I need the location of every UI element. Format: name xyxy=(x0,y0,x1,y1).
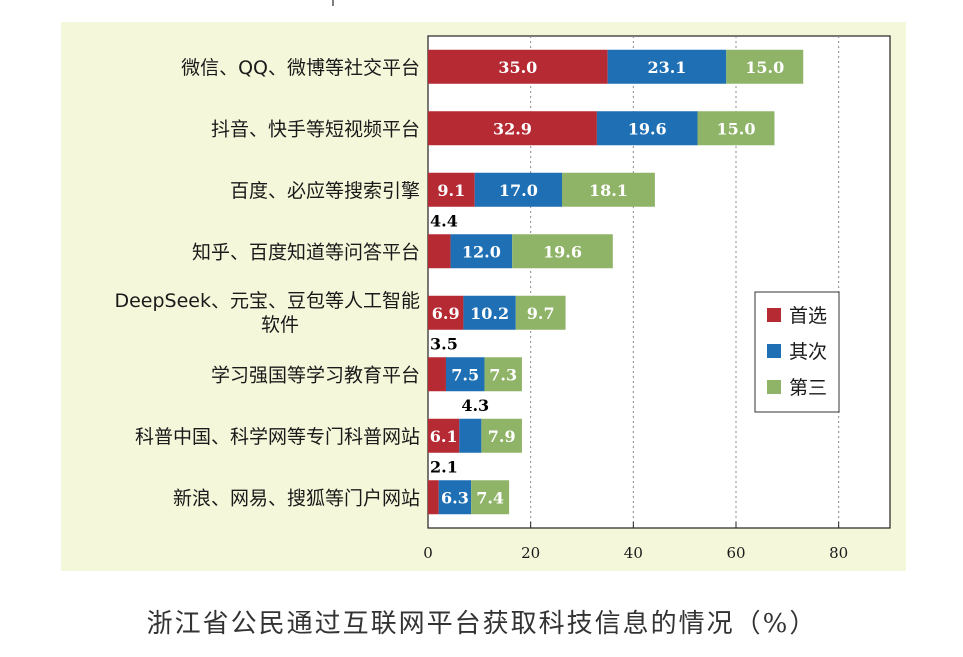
x-tick-label: 0 xyxy=(423,544,433,562)
legend-swatch xyxy=(767,380,781,394)
legend-label: 首选 xyxy=(789,305,827,327)
x-tick-label: 40 xyxy=(624,544,643,562)
bar-segment xyxy=(726,49,804,84)
bar-value-label: 6.9 xyxy=(432,304,460,323)
category-label: 知乎、百度知道等问答平台 xyxy=(192,241,420,263)
bar-value-label: 6.3 xyxy=(441,488,469,507)
grid-layer xyxy=(427,35,891,529)
plot-area xyxy=(427,35,891,529)
bar-segment xyxy=(428,418,460,453)
bar-value-label: 19.6 xyxy=(543,242,582,261)
bar-value-label: 32.9 xyxy=(493,119,532,138)
bar-value-label: 7.4 xyxy=(476,488,504,507)
category-label: DeepSeek、元宝、豆包等人工智能软件 xyxy=(114,290,420,336)
bar-value-label: 7.5 xyxy=(451,365,479,384)
bar-segment xyxy=(471,480,510,515)
bar-value-label: 18.1 xyxy=(589,181,628,200)
category-label: 学习强国等学习教育平台 xyxy=(211,364,420,386)
bar-segment xyxy=(512,234,613,269)
category-label: 微信、QQ、微博等社交平台 xyxy=(181,57,420,79)
bar-segment xyxy=(484,357,522,392)
bar-segment xyxy=(428,295,464,330)
bar-value-label: 19.6 xyxy=(628,119,667,138)
bar-segment xyxy=(463,295,516,330)
bar-value-label: 12.0 xyxy=(462,242,501,261)
category-label: 百度、必应等搜索引擎 xyxy=(230,180,420,202)
bar-segment xyxy=(428,172,475,207)
bar-segment xyxy=(697,111,775,146)
bar-segment xyxy=(428,234,451,269)
category-label: 新浪、网易、搜狐等门户网站 xyxy=(173,487,420,509)
bar-segment xyxy=(596,111,698,146)
bar-value-label: 9.1 xyxy=(437,181,465,200)
bar-segment xyxy=(459,418,482,453)
x-tick-label: 20 xyxy=(521,544,540,562)
bar-segment xyxy=(428,49,608,84)
bar-segment xyxy=(438,480,472,515)
bar-value-label: 10.2 xyxy=(470,304,509,323)
legend-swatch xyxy=(767,308,781,322)
bar-segment xyxy=(428,480,439,515)
bar-value-label: 15.0 xyxy=(745,58,784,77)
bar-value-label: 23.1 xyxy=(647,58,686,77)
category-label: 抖音、快手等短视频平台 xyxy=(211,118,420,140)
bar-segment xyxy=(481,418,522,453)
bar-segment xyxy=(474,172,562,207)
bar-value-label: 15.0 xyxy=(717,119,756,138)
bar-value-label: 2.1 xyxy=(430,457,458,476)
bar-value-label: 4.4 xyxy=(430,211,458,230)
legend-label: 第三 xyxy=(789,377,827,399)
bar-value-label: 17.0 xyxy=(499,181,538,200)
bars-layer: 35.0 23.1 15.0 32.9 19.6 15.0 9.1 17.0 18.1 4.412… xyxy=(428,49,804,515)
bar-segment xyxy=(515,295,566,330)
bar-value-label: 9.7 xyxy=(527,304,555,323)
legend-swatch xyxy=(767,344,781,358)
bar-value-label: 6.1 xyxy=(430,427,458,446)
bar-value-label: 3.5 xyxy=(430,334,458,353)
bar-value-label: 4.3 xyxy=(461,396,489,415)
legend-label: 其次 xyxy=(789,341,827,363)
chart-title: 浙江省公民通过互联网平台获取科技信息的情况（%） xyxy=(147,609,818,639)
bar-segment xyxy=(445,357,485,392)
bar-segment xyxy=(428,111,597,146)
x-tick-label: 60 xyxy=(726,544,745,562)
x-tick-label: 80 xyxy=(829,544,848,562)
bar-value-label: 7.3 xyxy=(489,365,517,384)
bar-segment xyxy=(450,234,513,269)
category-label: 科普中国、科学网等专门科普网站 xyxy=(135,426,420,448)
bar-segment xyxy=(561,172,655,207)
bar-segment xyxy=(428,357,446,392)
bar-value-label: 7.9 xyxy=(488,427,516,446)
axes-layer: 0 20 40 60 80 微信、QQ、微博等社交平台抖音、快手等短视频平台百度、必应等搜… xyxy=(114,57,848,562)
bar-value-label: 35.0 xyxy=(498,58,537,77)
bar-segment xyxy=(607,49,727,84)
